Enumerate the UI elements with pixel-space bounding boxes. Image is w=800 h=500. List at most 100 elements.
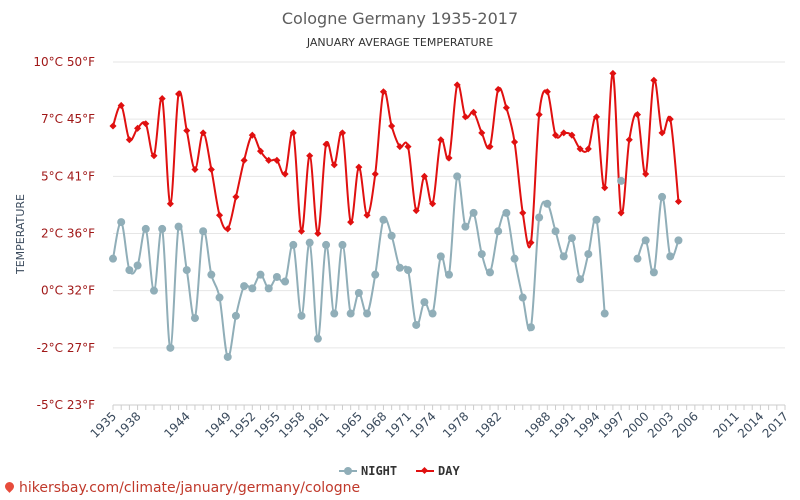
- night-data-point[interactable]: [264, 284, 273, 293]
- day-data-point[interactable]: [445, 154, 453, 162]
- night-data-point[interactable]: [592, 215, 601, 224]
- night-data-point[interactable]: [584, 250, 593, 259]
- night-data-point[interactable]: [428, 309, 437, 318]
- night-data-point[interactable]: [330, 309, 339, 318]
- day-data-point[interactable]: [617, 209, 625, 217]
- day-data-point[interactable]: [347, 218, 355, 226]
- night-data-point[interactable]: [346, 309, 355, 318]
- day-data-point[interactable]: [355, 163, 363, 171]
- day-data-point[interactable]: [183, 127, 191, 135]
- night-data-point[interactable]: [199, 227, 208, 236]
- night-data-point[interactable]: [649, 268, 658, 277]
- day-data-point[interactable]: [453, 81, 461, 89]
- day-data-point[interactable]: [592, 113, 601, 121]
- day-data-point[interactable]: [191, 165, 199, 174]
- night-data-point[interactable]: [641, 236, 650, 245]
- day-data-point[interactable]: [248, 131, 256, 139]
- night-data-point[interactable]: [502, 208, 511, 217]
- day-data-point[interactable]: [429, 200, 437, 208]
- night-data-point[interactable]: [567, 234, 576, 243]
- day-data-point[interactable]: [379, 88, 387, 96]
- night-data-point[interactable]: [363, 309, 372, 318]
- day-data-point[interactable]: [461, 113, 469, 121]
- day-data-point[interactable]: [494, 85, 502, 93]
- day-data-point[interactable]: [388, 122, 396, 130]
- day-data-point[interactable]: [601, 184, 609, 192]
- night-data-point[interactable]: [338, 240, 347, 249]
- day-data-point[interactable]: [552, 131, 560, 139]
- night-data-point[interactable]: [207, 270, 216, 279]
- source-link[interactable]: hikersbay.com/climate/january/germany/co…: [3, 480, 360, 496]
- night-data-point[interactable]: [149, 286, 158, 295]
- day-data-point[interactable]: [404, 143, 412, 151]
- day-data-point[interactable]: [232, 193, 240, 201]
- day-data-point[interactable]: [486, 143, 494, 151]
- night-data-point[interactable]: [436, 252, 445, 261]
- day-data-point[interactable]: [633, 111, 642, 119]
- night-data-point[interactable]: [289, 240, 298, 249]
- day-data-point[interactable]: [322, 140, 330, 148]
- night-data-point[interactable]: [240, 282, 249, 291]
- night-data-point[interactable]: [182, 266, 191, 275]
- day-data-point[interactable]: [396, 143, 404, 151]
- day-data-point[interactable]: [297, 227, 306, 235]
- day-data-point[interactable]: [437, 136, 445, 144]
- day-data-point[interactable]: [134, 124, 142, 132]
- night-data-point[interactable]: [272, 272, 281, 281]
- day-data-point[interactable]: [289, 129, 297, 137]
- day-data-point[interactable]: [117, 101, 125, 109]
- night-data-point[interactable]: [576, 275, 585, 284]
- night-data-point[interactable]: [158, 224, 167, 233]
- day-data-point[interactable]: [674, 197, 682, 206]
- night-data-point[interactable]: [248, 284, 257, 293]
- night-data-point[interactable]: [518, 293, 527, 302]
- day-data-point[interactable]: [150, 152, 158, 160]
- night-data-point[interactable]: [600, 309, 609, 318]
- day-data-point[interactable]: [125, 136, 133, 144]
- day-data-point[interactable]: [109, 122, 117, 130]
- night-data-point[interactable]: [166, 343, 175, 352]
- night-data-point[interactable]: [412, 320, 421, 329]
- day-data-point[interactable]: [527, 239, 535, 247]
- day-data-point[interactable]: [502, 104, 510, 112]
- night-data-point[interactable]: [477, 250, 486, 259]
- day-data-point[interactable]: [175, 90, 183, 98]
- day-data-point[interactable]: [306, 152, 314, 160]
- night-data-point[interactable]: [223, 352, 232, 361]
- day-data-point[interactable]: [363, 211, 371, 219]
- day-data-point[interactable]: [224, 225, 232, 233]
- legend-day-label[interactable]: DAY: [438, 464, 460, 478]
- day-data-point[interactable]: [576, 145, 584, 153]
- night-data-point[interactable]: [445, 270, 453, 279]
- night-data-point[interactable]: [617, 176, 626, 185]
- night-data-point[interactable]: [633, 254, 642, 263]
- day-data-point[interactable]: [584, 145, 592, 153]
- day-data-point[interactable]: [609, 69, 617, 77]
- day-data-point[interactable]: [519, 209, 527, 217]
- day-data-point[interactable]: [265, 156, 273, 164]
- day-data-point[interactable]: [273, 156, 281, 164]
- day-data-point[interactable]: [568, 131, 576, 139]
- night-data-point[interactable]: [313, 334, 322, 343]
- night-data-point[interactable]: [141, 224, 150, 233]
- day-data-point[interactable]: [650, 76, 658, 84]
- night-data-point[interactable]: [231, 311, 240, 320]
- night-data-point[interactable]: [420, 298, 429, 307]
- day-data-point[interactable]: [535, 111, 543, 119]
- day-data-point[interactable]: [642, 170, 650, 178]
- night-data-point[interactable]: [354, 288, 363, 297]
- night-data-point[interactable]: [281, 277, 290, 286]
- night-data-point[interactable]: [510, 254, 519, 263]
- night-data-point[interactable]: [117, 218, 126, 227]
- night-data-point[interactable]: [674, 236, 683, 245]
- night-data-point[interactable]: [485, 268, 494, 277]
- night-data-point[interactable]: [322, 240, 331, 249]
- night-data-point[interactable]: [174, 222, 183, 231]
- day-data-point[interactable]: [371, 170, 379, 178]
- night-data-point[interactable]: [559, 252, 568, 261]
- day-data-point[interactable]: [625, 136, 633, 144]
- day-data-point[interactable]: [199, 129, 207, 137]
- night-data-point[interactable]: [379, 215, 388, 224]
- day-data-point[interactable]: [314, 229, 322, 238]
- day-data-point[interactable]: [560, 129, 568, 137]
